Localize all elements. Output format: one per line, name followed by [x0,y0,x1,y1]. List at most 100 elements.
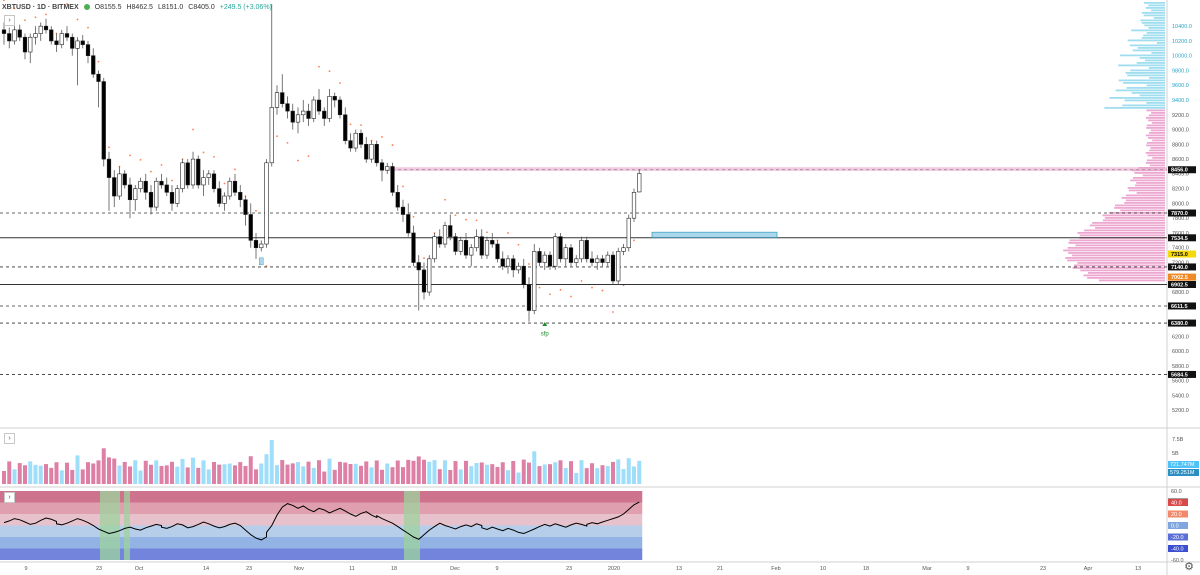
candle [33,33,38,38]
volume-bar [385,463,390,484]
oscillator-band [0,537,643,549]
candle [12,29,17,42]
volume-bar [159,465,164,484]
sar-dot [580,280,583,282]
sar-dot [360,124,362,127]
price-badge [1168,263,1196,271]
symbol-label[interactable]: XBTUSD · 1D · BITMEX [2,3,79,11]
price-badge [1168,209,1196,217]
candle [285,103,290,112]
volume-bar [70,469,75,484]
time-tick-label: 14 [203,566,209,572]
volume-bar [632,466,636,484]
volume-bar [175,466,180,484]
volume-profile-bar [1149,164,1165,167]
candle [631,192,637,219]
sar-dot [3,0,5,2]
candle [516,265,521,271]
volume-profile-bar [1148,67,1165,69]
price-tick-label: 9400.0 [1172,98,1189,104]
volume-bar [143,460,148,484]
volume-profile-bar [1147,137,1165,139]
sfp-marker-icon [542,322,548,327]
volume-profile-bar [1146,109,1165,112]
volume-bar [516,472,521,484]
volume-bar [138,470,143,484]
candle [385,166,390,171]
volume-bar [464,460,468,484]
candle [91,55,96,75]
price-badge [1168,319,1196,327]
candle [400,206,406,215]
volume-profile-bar [1137,47,1165,49]
candle [80,40,85,45]
volume-bar [238,462,243,484]
volume-profile-bar [1125,199,1165,202]
volume-bar [101,448,106,484]
sar-dot [108,146,110,149]
volume-profile-bar [1140,19,1165,22]
highlight-box [651,231,778,238]
price-tick-label: 8600.0 [1172,157,1189,163]
candle [127,184,133,201]
volume-bar [233,465,237,484]
volume-profile-bar [1148,119,1165,122]
collapse-oscillator-button[interactable]: › [4,492,15,503]
settings-gear-icon[interactable]: ⚙ [1184,561,1194,573]
volume-bar [448,470,453,484]
sar-dot [475,219,478,222]
candle [526,284,532,311]
time-tick-label: 23 [566,566,572,572]
volume-bar [290,463,295,484]
candle [416,262,421,271]
candle [133,188,138,201]
volume-bar [637,460,642,484]
volume-bar [532,451,537,484]
candle [301,110,306,116]
volume-bar [243,466,248,484]
price-badge-label: 6902.5 [1171,282,1188,288]
candle [322,110,327,119]
volume-bar [86,462,90,484]
volume-profile-bar [1150,147,1165,149]
volume-profile-bar [1146,142,1165,144]
volume-profile-bar [1084,229,1165,232]
oscillator-band [0,514,643,526]
volume-profile-bar [1149,132,1165,134]
volume-profile-bar [1146,144,1165,147]
candle [159,180,164,186]
volume-profile-bar [1145,7,1165,9]
volume-profile-bar [1098,279,1165,282]
collapse-volume-button[interactable]: › [4,433,15,444]
candle [348,140,353,149]
volume-profile-bar [1144,59,1165,62]
volume-bar [54,462,59,484]
volume-profile-bar [1146,159,1165,162]
volume-profile-bar [1156,42,1165,44]
volume-bar [201,460,206,484]
volume-profile-bar [1147,154,1165,157]
candle [369,144,374,160]
volume-bar [474,462,479,484]
price-tick-label: 9200.0 [1172,113,1189,119]
collapse-legend-button[interactable]: › [4,15,15,26]
volume-bar [600,465,605,484]
volume-profile-bar [1092,222,1165,224]
volume-bar [164,465,169,484]
volume-profile-bar [1141,12,1165,14]
volume-bar [453,461,458,484]
oscillator-badge [1168,533,1188,541]
price-tick-label: 10200.0 [1172,39,1192,45]
volume-bars [2,440,642,484]
candle [558,236,563,260]
candle [579,240,584,260]
candle [206,173,211,178]
volume-profile-bar [1119,54,1165,57]
oscillator-badge [1168,510,1188,518]
oscillator-band [0,548,643,560]
volume-profile-bar [1148,4,1165,7]
candle [175,188,180,204]
oscillator-badge [1168,545,1188,552]
candle [248,214,253,241]
